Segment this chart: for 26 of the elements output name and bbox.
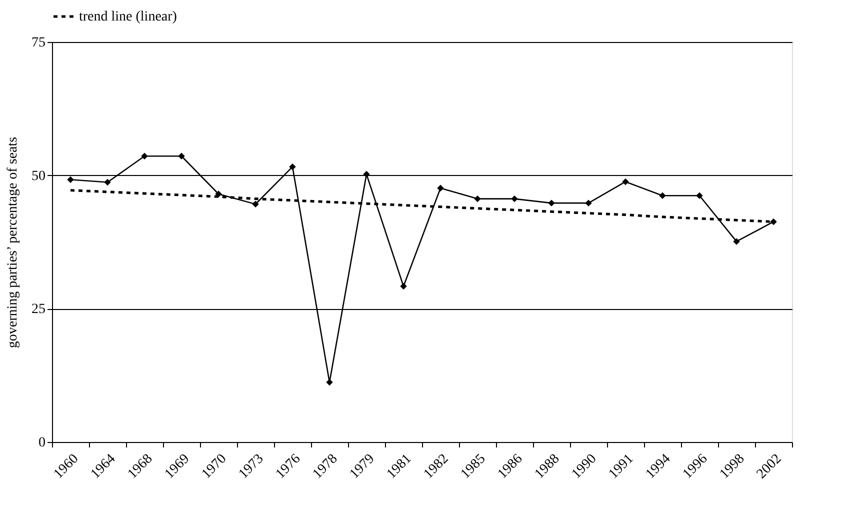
point xyxy=(215,190,222,198)
point xyxy=(548,200,555,206)
y-axis-title: governing parties’ percentage of seats xyxy=(6,136,20,348)
legend-label: trend line (linear) xyxy=(79,10,178,24)
point xyxy=(437,184,444,192)
point xyxy=(363,170,370,178)
point xyxy=(67,176,74,183)
point xyxy=(178,152,185,160)
point xyxy=(474,195,481,202)
point xyxy=(104,178,111,186)
point xyxy=(400,282,407,290)
point xyxy=(696,192,703,199)
y-tick-label: 0 xyxy=(38,436,46,450)
point xyxy=(733,238,740,245)
y-tick-label: 50 xyxy=(32,168,46,184)
point xyxy=(141,152,148,160)
point xyxy=(585,200,592,206)
y-tick-label: 75 xyxy=(32,36,46,50)
point xyxy=(289,163,296,170)
point xyxy=(770,218,777,226)
y-tick-label: 25 xyxy=(32,302,46,318)
point xyxy=(622,178,629,186)
point xyxy=(252,200,259,208)
point xyxy=(326,378,333,386)
point xyxy=(659,192,666,199)
point xyxy=(511,195,518,202)
